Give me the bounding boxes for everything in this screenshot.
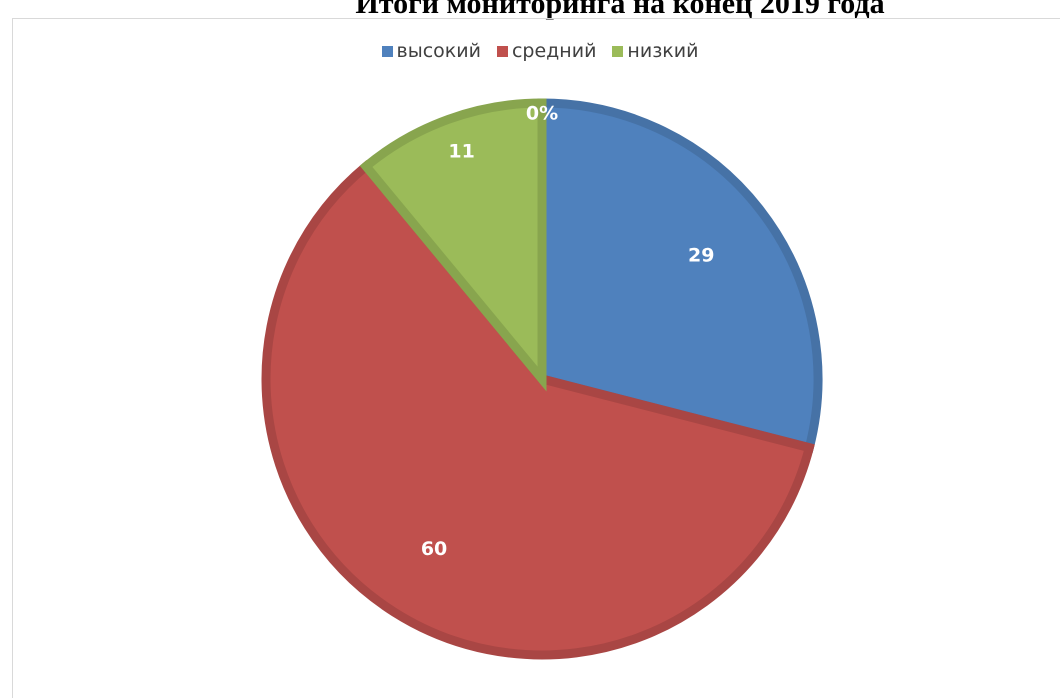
pie-slice-high xyxy=(537,98,823,454)
legend-label-high: высокий xyxy=(396,40,481,62)
legend-item-high: высокий xyxy=(381,40,481,62)
legend-swatch-medium xyxy=(496,45,508,57)
legend-swatch-high xyxy=(381,45,393,57)
legend-item-medium: средний xyxy=(496,40,597,62)
chart-frame xyxy=(12,18,1060,698)
pie-chart: 29 60 11 0% xyxy=(261,98,823,660)
data-label-medium: 60 xyxy=(421,538,447,560)
pie-data-labels: 29 60 11 0% xyxy=(421,103,715,560)
pie-slice-low xyxy=(359,98,547,392)
chart-title: Итоги мониторинга на конец 2019 года xyxy=(355,0,885,20)
data-label-high: 29 xyxy=(688,245,714,267)
legend-label-low: низкий xyxy=(627,40,699,62)
legend-item-low: низкий xyxy=(612,40,698,62)
legend: высокий средний низкий xyxy=(0,40,1060,62)
data-label-extra: 0% xyxy=(526,103,558,125)
legend-swatch-low xyxy=(612,45,624,57)
pie-slice-medium xyxy=(261,159,815,660)
data-label-low: 11 xyxy=(448,141,474,163)
pie-slices xyxy=(261,98,823,660)
legend-label-medium: средний xyxy=(511,40,597,62)
